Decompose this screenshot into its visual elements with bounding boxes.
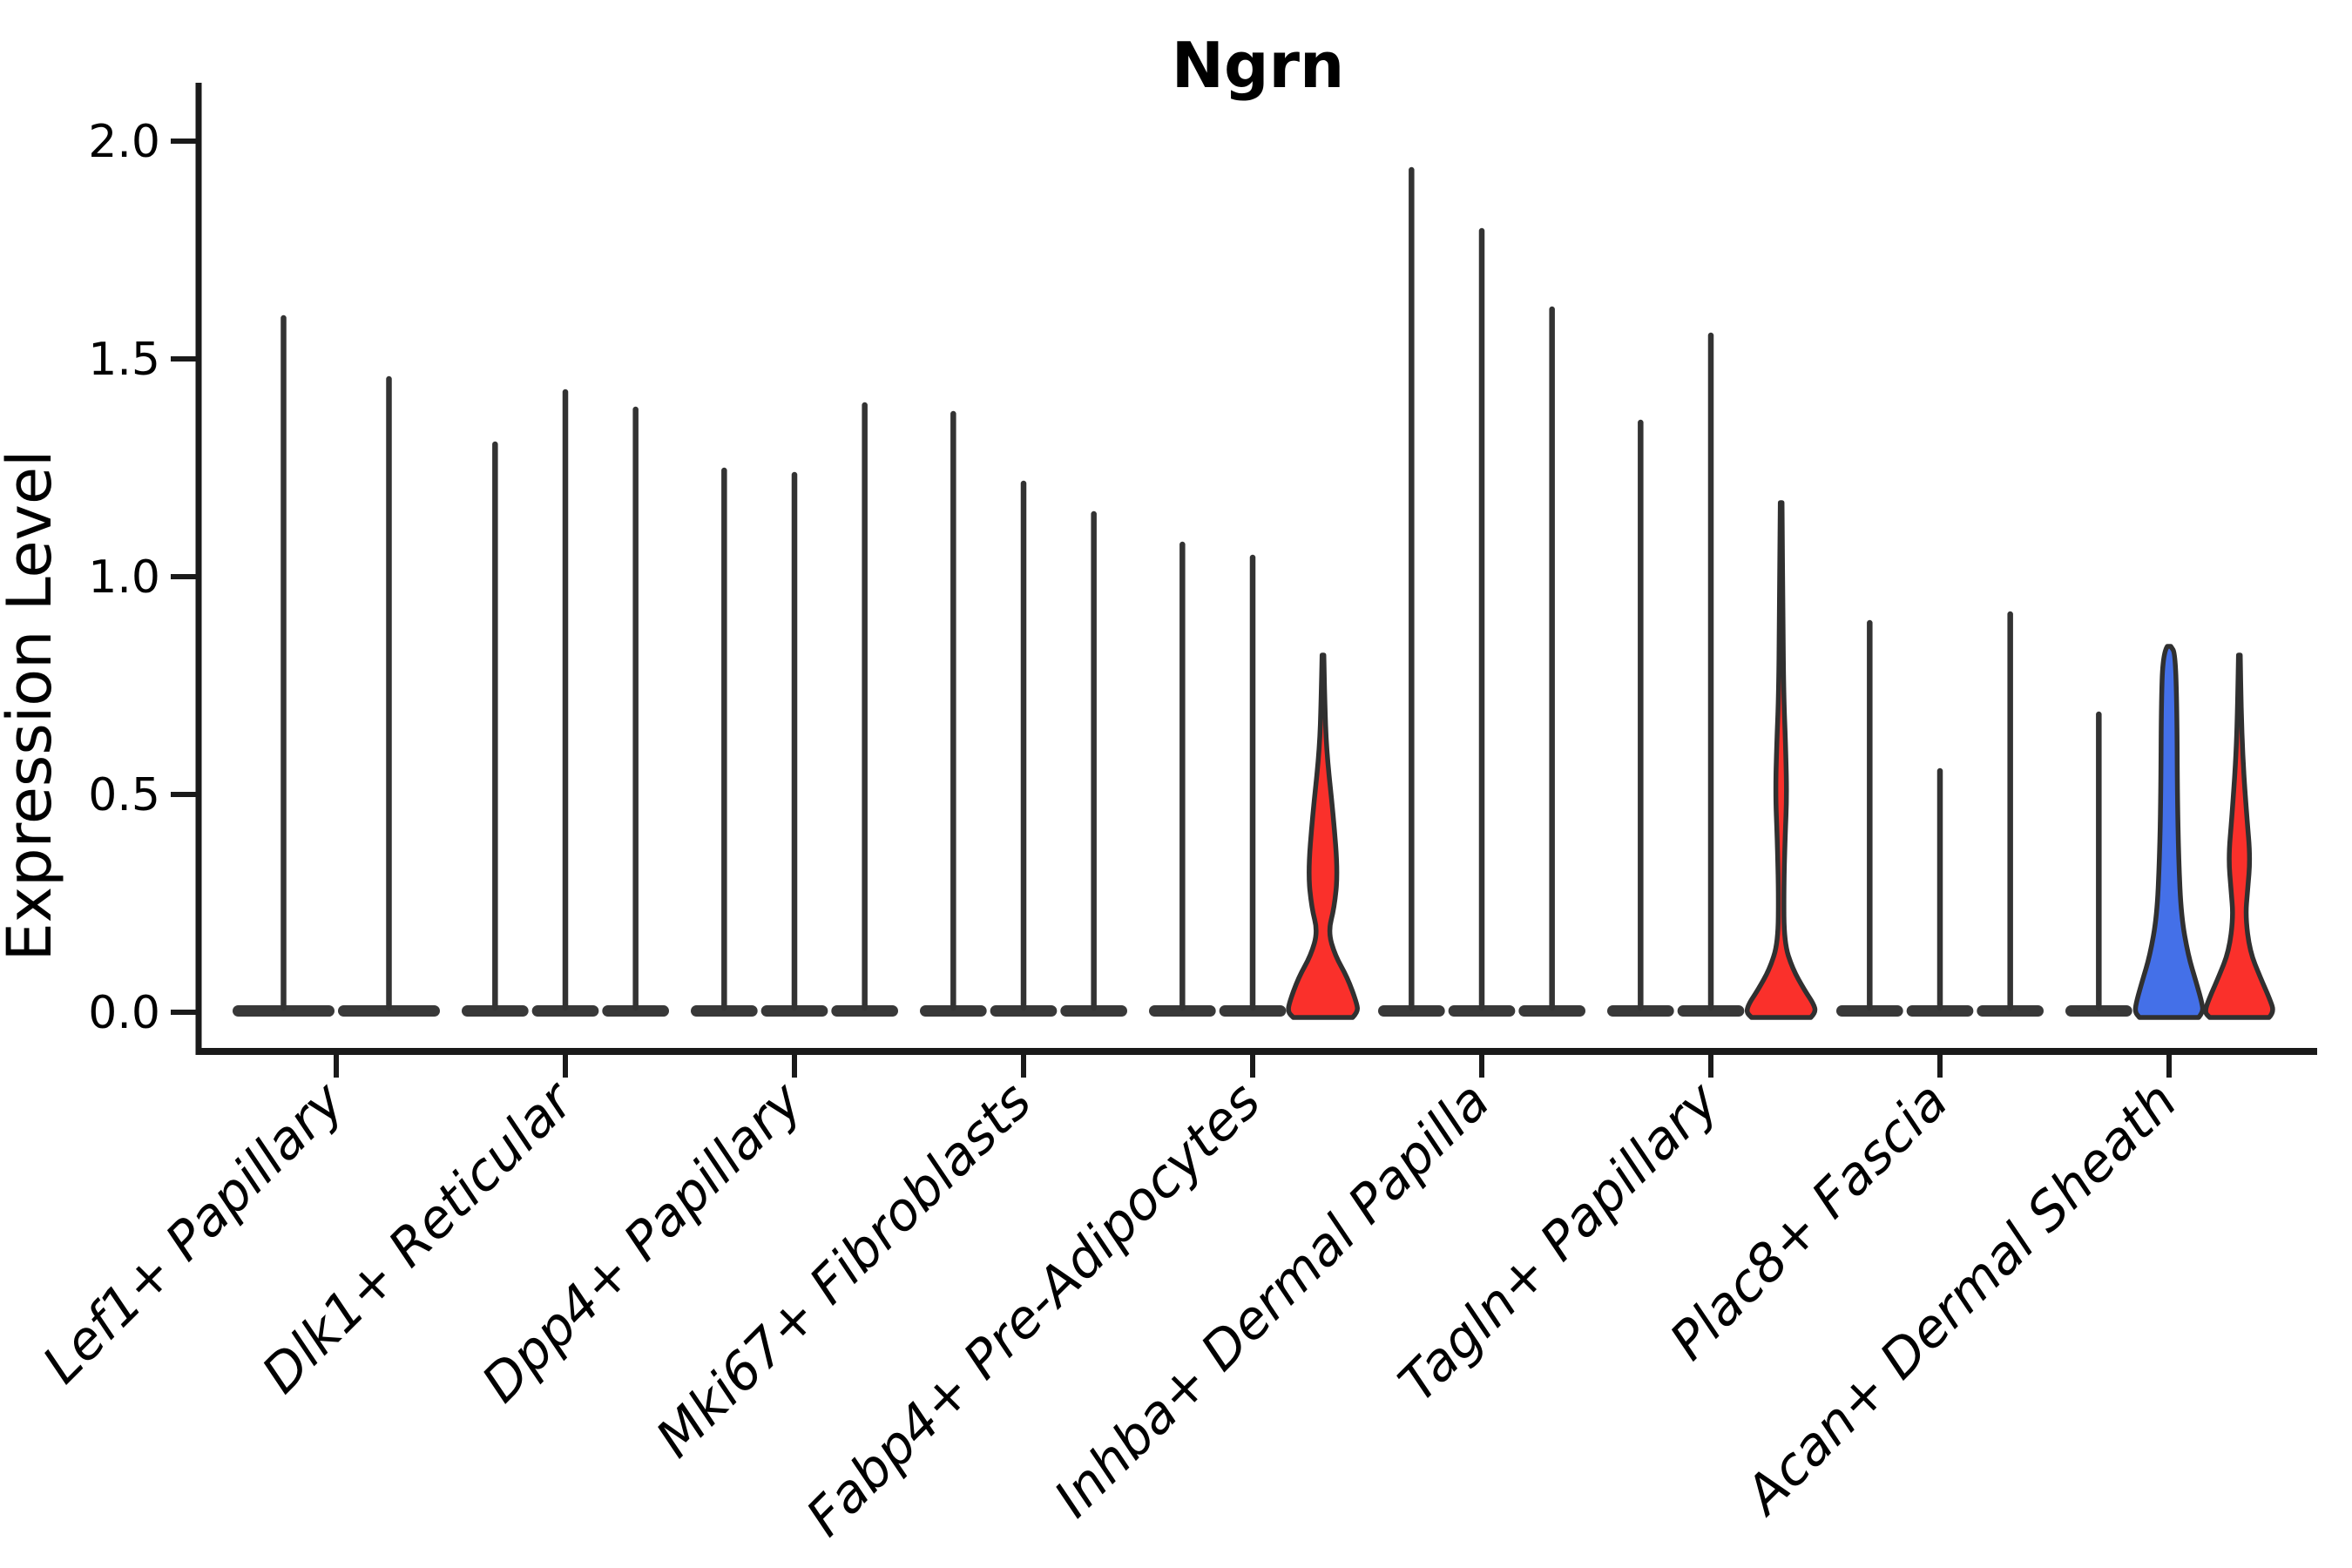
- violin-body-red: [1744, 500, 1818, 1020]
- violin-body-flat: [691, 1005, 758, 1017]
- y-tick-label: 2.0: [88, 116, 160, 168]
- y-tick-label: 0.0: [88, 987, 160, 1039]
- y-tick-label: 0.5: [88, 769, 160, 821]
- violin-body-flat: [1836, 1005, 1903, 1017]
- y-axis: 0.0 0.5 1.0 1.5 2.0: [88, 83, 202, 1055]
- violin-body-flat: [338, 1005, 440, 1017]
- violin-body-flat: [990, 1005, 1058, 1017]
- x-tick-label: Mki67+ Fibroblasts: [645, 1071, 1044, 1470]
- violin-body-flat: [1677, 1005, 1745, 1017]
- violin-body-flat: [1607, 1005, 1674, 1017]
- violin-body-flat: [1906, 1005, 1974, 1017]
- violin-body-flat: [1060, 1005, 1127, 1017]
- y-tick-label: 1.0: [88, 551, 160, 604]
- violins: [233, 166, 2275, 1020]
- violin-body-flat: [831, 1005, 898, 1017]
- violin-body-flat: [2065, 1005, 2132, 1017]
- x-tick-label: Fabp4+ Pre-Adipocytes: [794, 1071, 1272, 1548]
- violin-body-flat: [462, 1005, 529, 1017]
- y-tick-label: 1.5: [88, 334, 160, 386]
- violin-body-flat: [1149, 1005, 1216, 1017]
- violin-body-flat: [760, 1005, 828, 1017]
- violin-body-blue: [2132, 644, 2206, 1020]
- y-axis-label: Expression Level: [0, 449, 65, 961]
- violin-body-flat: [1448, 1005, 1516, 1017]
- violin-body-red: [1286, 652, 1360, 1020]
- x-tick-label: Inhba+ Dermal Papilla: [1043, 1071, 1501, 1529]
- violin-body-flat: [233, 1005, 335, 1017]
- violin-body-flat: [1977, 1005, 2044, 1017]
- violin-body-red: [2203, 652, 2275, 1020]
- violin-body-flat: [1219, 1005, 1287, 1017]
- violin-body-flat: [602, 1005, 669, 1017]
- violin-body-flat: [531, 1005, 599, 1017]
- violin-body-flat: [1378, 1005, 1445, 1017]
- violin-body-flat: [1518, 1005, 1585, 1017]
- chart-title: Ngrn: [1172, 29, 1345, 102]
- violin-body-flat: [920, 1005, 987, 1017]
- x-tick-label: Acan+ Dermal Sheath: [1732, 1071, 2189, 1528]
